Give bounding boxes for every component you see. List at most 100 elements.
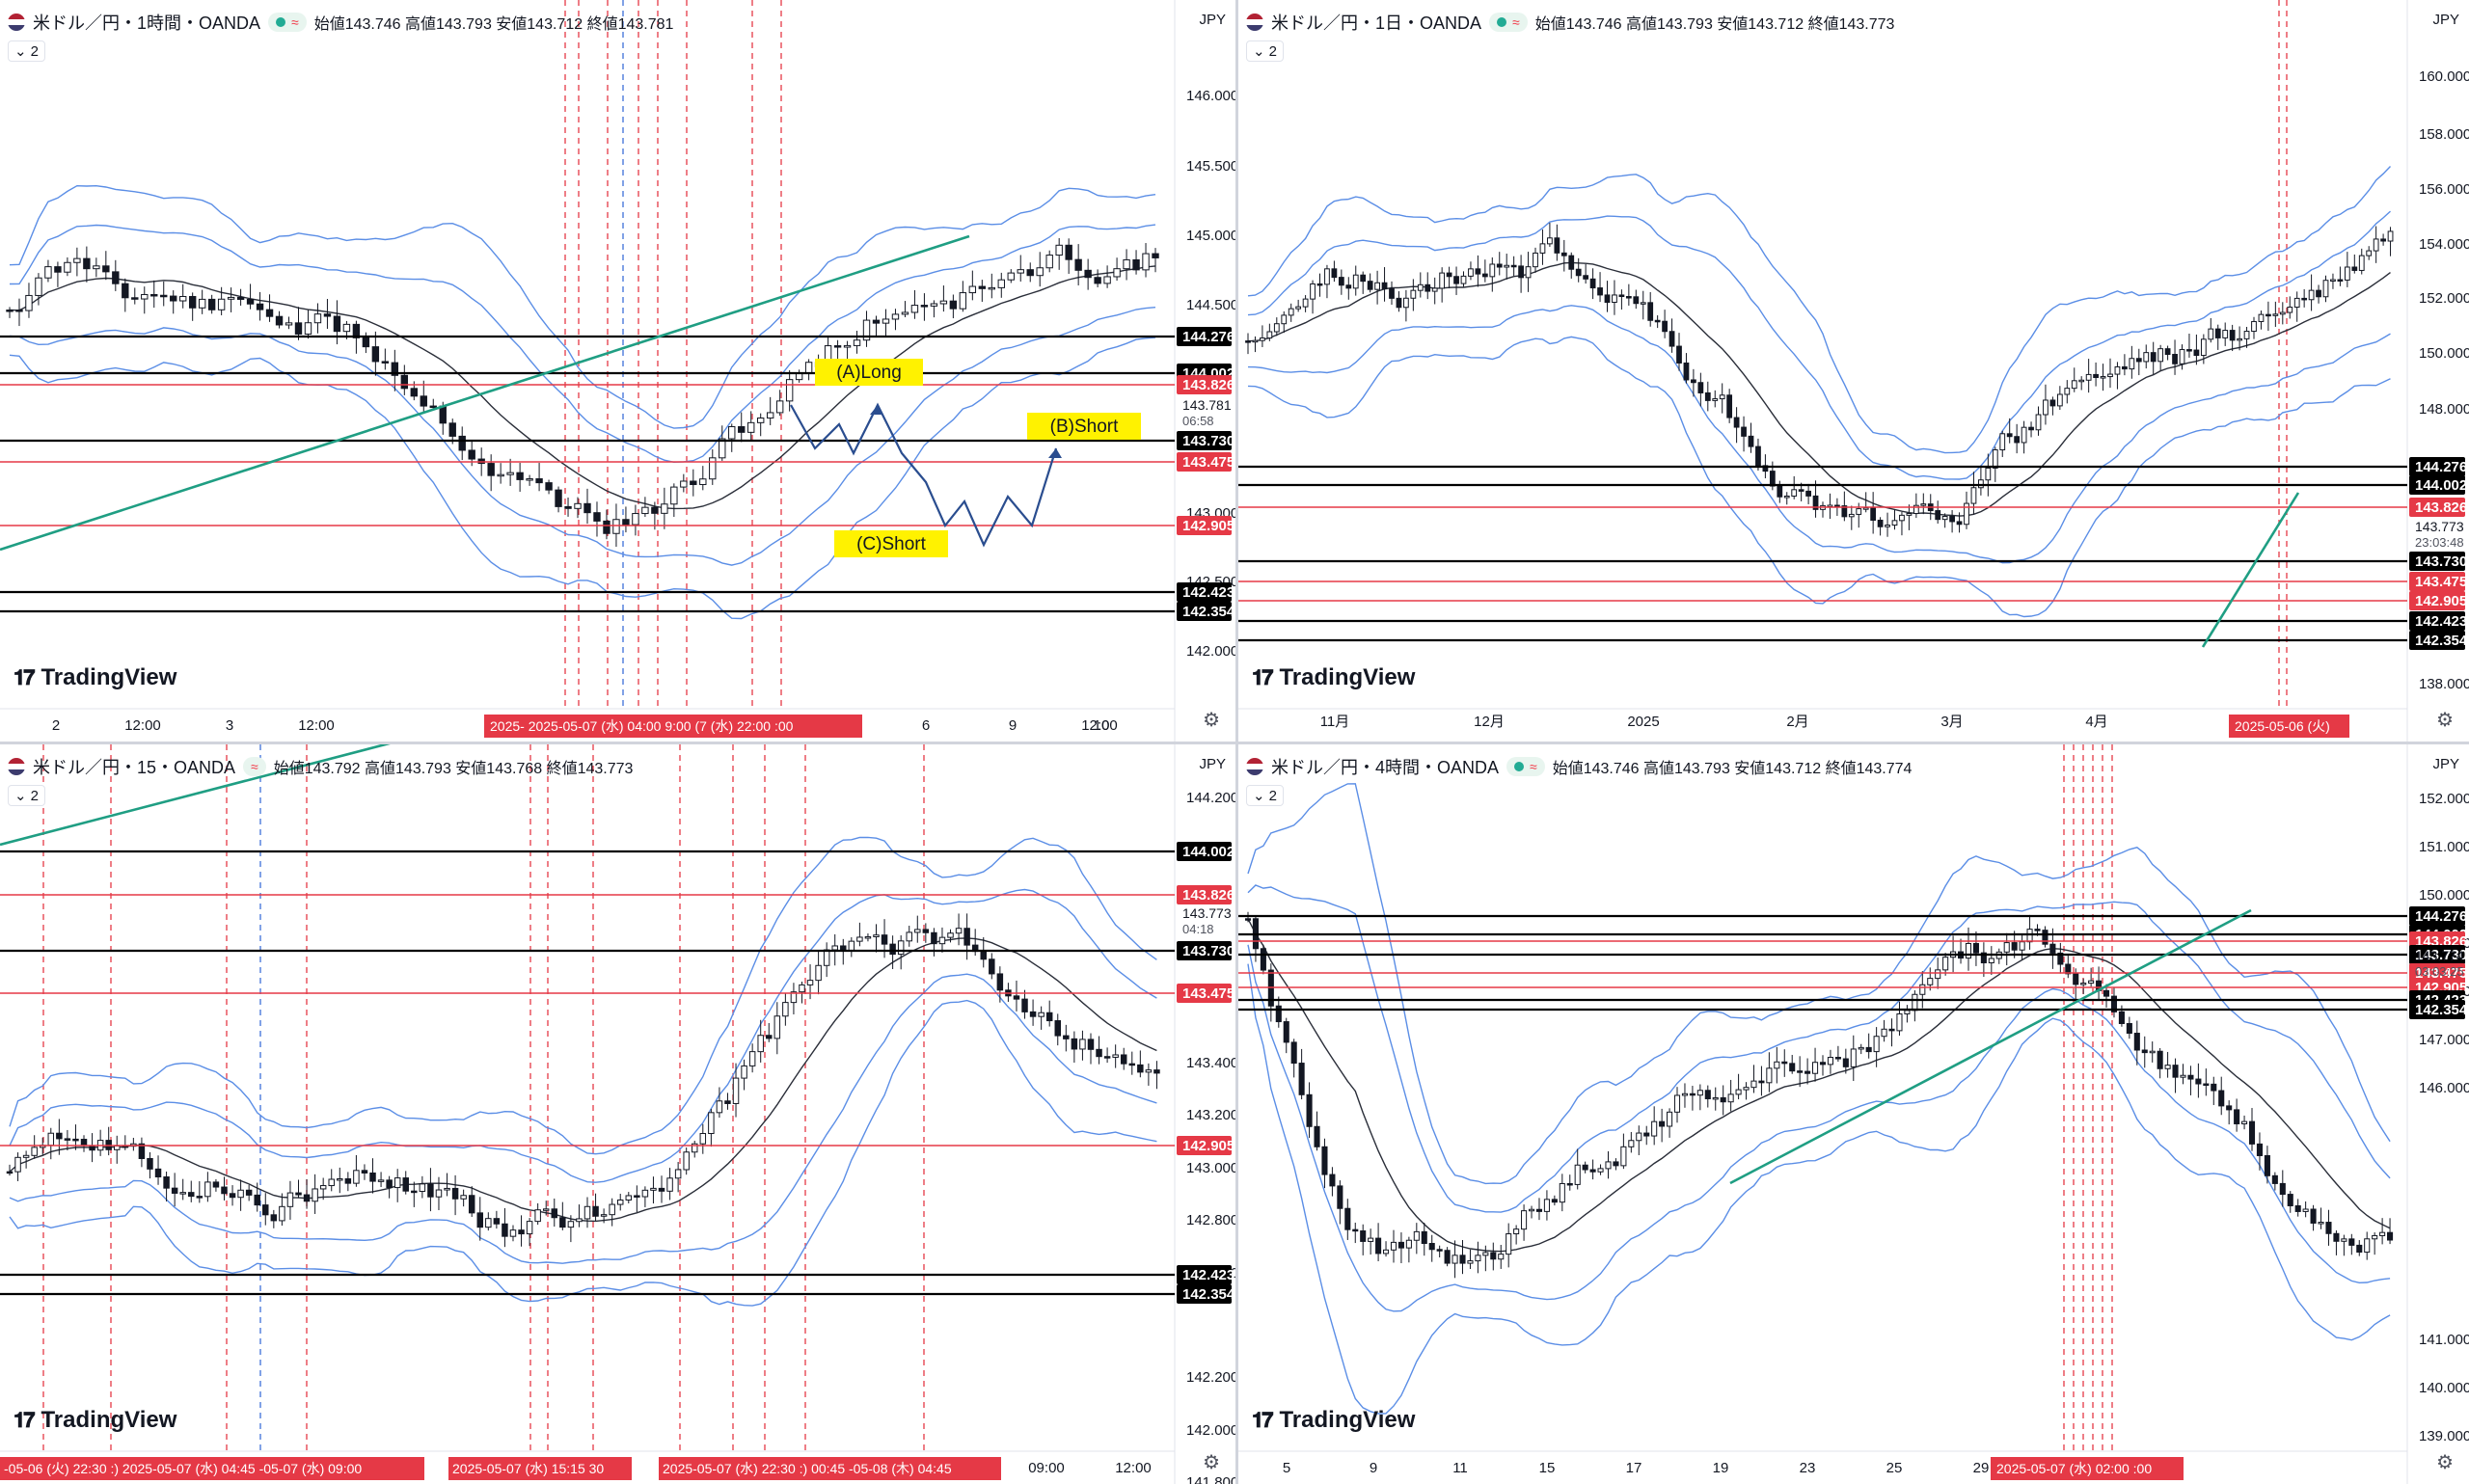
candle-body	[2157, 1050, 2163, 1069]
indicators-toggle[interactable]: ⌄ 2	[1246, 785, 1284, 806]
level-label-bg	[1177, 1265, 1232, 1284]
tradingview-logo[interactable]: 𝟏𝟕 TradingView	[14, 1407, 176, 1434]
candle-body	[1513, 1228, 1520, 1235]
symbol-title[interactable]: 米ドル／円・15・OANDA	[33, 758, 236, 777]
candle-body	[1704, 391, 1711, 401]
candle-body	[377, 1179, 385, 1182]
candle-body	[516, 472, 524, 480]
candle-body	[872, 319, 881, 324]
candle-body	[2226, 1105, 2233, 1111]
time-tick-label: 10	[1094, 717, 1110, 734]
wave-icon: ≈	[1512, 14, 1520, 30]
level-label: 144.276	[2415, 908, 2467, 925]
chart-plot-area[interactable]: 152.000151.000150.000149.000148.000147.0…	[1238, 744, 2469, 1484]
candle-body	[728, 425, 736, 440]
market-status-pill[interactable]: ≈	[243, 757, 266, 776]
candle-body	[31, 1147, 38, 1156]
candle-body	[766, 412, 774, 419]
symbol-title[interactable]: 米ドル／円・1日・OANDA	[1271, 13, 1482, 33]
candle-body	[1367, 281, 1373, 290]
symbol-title[interactable]: 米ドル／円・4時間・OANDA	[1271, 758, 1500, 777]
candle-body	[831, 945, 838, 951]
candle-body	[2322, 280, 2329, 298]
tradingview-logo[interactable]: 𝟏𝟕 TradingView	[1252, 1407, 1415, 1434]
candle-body	[2064, 388, 2071, 395]
candle-body	[1881, 1028, 1887, 1038]
market-status-pill[interactable]: ≈	[1489, 13, 1528, 32]
candle-body	[641, 1189, 649, 1198]
gear-icon[interactable]: ⚙	[1203, 1452, 1220, 1473]
chart-plot-area[interactable]: 144.200143.400143.200143.000142.800142.6…	[0, 744, 1235, 1484]
candle-body	[509, 1229, 517, 1237]
candle-body	[1452, 1255, 1458, 1264]
gear-icon[interactable]: ⚙	[2436, 1452, 2454, 1473]
candle-body	[1413, 1230, 1420, 1241]
candle-body	[2034, 929, 2041, 931]
level-label-bg	[2409, 945, 2465, 964]
time-tick-label: 12月	[1474, 714, 1505, 730]
time-tick-label: 2	[52, 717, 60, 734]
bollinger-lower-1	[9, 973, 1157, 1264]
indicators-toggle[interactable]: ⌄ 2	[1246, 40, 1284, 62]
currency-label: JPY	[1199, 756, 1226, 772]
price-tick-label: 158.000	[2419, 126, 2469, 143]
level-label-bg	[1177, 941, 1232, 960]
ohlc-values: 始値143.746 高値143.793 安値143.712 終値143.781	[313, 16, 674, 33]
moving-average-line	[9, 265, 1156, 510]
indicators-toggle[interactable]: ⌄ 2	[8, 40, 45, 62]
level-label-bg	[2409, 552, 2465, 571]
candle-body	[352, 323, 361, 338]
candle-body	[1912, 993, 1918, 1012]
horizontal-divider[interactable]	[0, 742, 2469, 744]
candle-body	[2157, 348, 2164, 363]
candle-body	[2364, 1238, 2371, 1254]
candle-body	[410, 388, 418, 397]
level-label: 143.475	[2415, 965, 2467, 982]
candle-body	[1103, 1056, 1111, 1059]
candle-body	[2287, 307, 2293, 313]
chart-panel-1d[interactable]: 160.000 158.000 156.000 154.000 152.000 150.0…	[1238, 0, 2469, 742]
candle-body	[1337, 1185, 1343, 1209]
candle-body	[1712, 398, 1719, 401]
level-label-bg	[1177, 431, 1232, 450]
candle-body	[1970, 487, 1977, 504]
wave-icon: ≈	[291, 14, 299, 30]
market-status-pill[interactable]: ≈	[1506, 757, 1545, 776]
gear-icon[interactable]: ⚙	[1203, 710, 1220, 731]
gear-icon[interactable]: ⚙	[2436, 710, 2454, 731]
candle-body	[1636, 1132, 1642, 1142]
indicators-toggle[interactable]: ⌄ 2	[8, 785, 45, 806]
chart-panel-15m[interactable]: 144.200143.400143.200143.000142.800142.6…	[0, 744, 1235, 1484]
symbol-title[interactable]: 米ドル／円・1時間・OANDA	[33, 13, 261, 33]
candle-body	[724, 1100, 731, 1104]
candle-body	[2266, 313, 2271, 317]
candle-body	[1791, 489, 1798, 497]
market-open-icon	[276, 17, 286, 27]
price-axis-bg	[2407, 744, 2469, 1484]
candle-body	[439, 405, 447, 424]
candle-body	[2287, 1194, 2293, 1207]
market-status-pill[interactable]: ≈	[268, 13, 307, 32]
candle-body	[179, 1192, 186, 1195]
chart-plot-area[interactable]: 160.000 158.000 156.000 154.000 152.000 150.0…	[1238, 0, 2469, 742]
level-label: 143.730	[1182, 433, 1234, 449]
candle-body	[1877, 519, 1884, 527]
candle-body	[1865, 1046, 1872, 1053]
candle-body	[35, 277, 42, 296]
tradingview-logo[interactable]: 𝟏𝟕 TradingView	[14, 664, 176, 691]
candle-body	[400, 374, 409, 390]
candle-body	[468, 449, 475, 460]
brand-name: TradingView	[1279, 1407, 1416, 1433]
candle-body	[245, 1189, 253, 1196]
chart-plot-area[interactable]: 146.000145.500145.000144.500143.000142.5…	[0, 0, 1235, 742]
tradingview-logo[interactable]: 𝟏𝟕 TradingView	[1252, 664, 1415, 691]
chart-panel-1h[interactable]: 146.000 145.500 145.000 144.500 143.000 142.5…	[0, 0, 1235, 742]
candle-body	[1906, 513, 1913, 516]
candle-body	[1812, 1062, 1819, 1074]
chart-panel-4h[interactable]: 152.000151.000150.000149.000148.000147.0…	[1238, 744, 2469, 1484]
candle-body	[2302, 1208, 2309, 1212]
candle-body	[848, 940, 855, 951]
trend-line	[0, 234, 970, 552]
candle-body	[526, 478, 533, 481]
candle-body	[1605, 1161, 1612, 1170]
